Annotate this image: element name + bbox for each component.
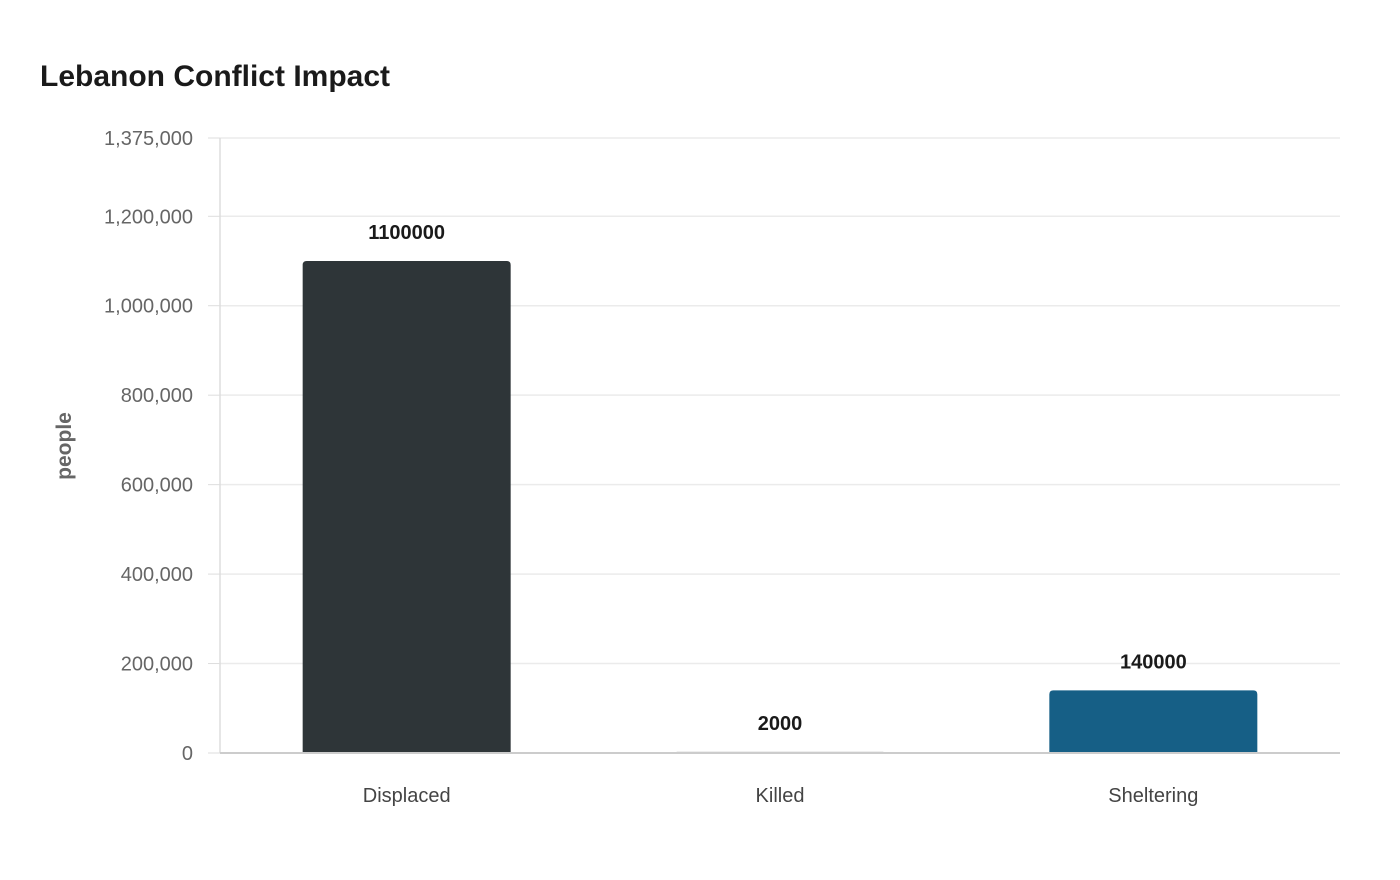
y-tick-label: 200,000 [121, 654, 193, 676]
x-tick-label: Displaced [363, 785, 451, 807]
chart-title: Lebanon Conflict Impact [40, 60, 391, 93]
y-tick-label: 0 [182, 743, 193, 765]
bar-sheltering [1049, 690, 1258, 753]
bar-displaced [302, 261, 511, 753]
data-label: 140000 [1120, 651, 1187, 673]
y-tick-label: 400,000 [121, 564, 193, 586]
y-tick-label: 600,000 [121, 475, 193, 497]
y-tick-label: 800,000 [121, 385, 193, 407]
y-tick-label: 1,200,000 [104, 206, 193, 228]
y-tick-label: 1,000,000 [104, 296, 193, 318]
x-tick-label: Sheltering [1108, 785, 1198, 807]
x-tick-label: Killed [756, 785, 805, 807]
y-tick-label: 1,375,000 [104, 128, 193, 150]
data-label: 2000 [758, 713, 803, 735]
y-axis-label: people [53, 412, 76, 480]
data-label: 1100000 [368, 222, 445, 244]
